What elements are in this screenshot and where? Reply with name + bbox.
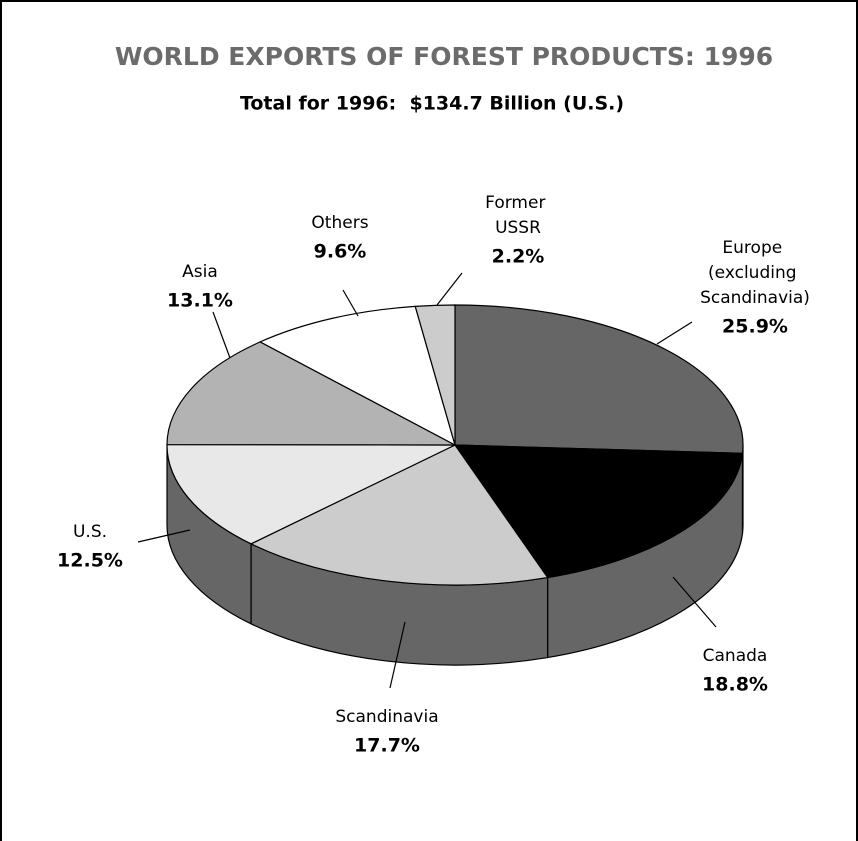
value-label: 12.5% (57, 550, 123, 572)
chart-title: WORLD EXPORTS OF FOREST PRODUCTS: 1996 (115, 42, 773, 71)
value-label: 2.2% (492, 246, 545, 268)
leader-line (436, 272, 463, 306)
slice-label: Former USSR (485, 193, 551, 238)
leader-line (212, 311, 231, 359)
slice-label: Europe (excluding Scandinavia) (700, 238, 810, 308)
slice (258, 305, 456, 447)
slice-label: Others (311, 213, 368, 233)
chart-subtitle: Total for 1996: $134.7 Billion (U.S.) (240, 93, 624, 115)
slice-label: Asia (182, 262, 218, 282)
slice (414, 304, 456, 446)
leader-line (342, 289, 359, 317)
slice (249, 444, 549, 586)
slice (166, 443, 456, 545)
pie-sides (166, 444, 744, 666)
value-label: 25.9% (722, 316, 788, 338)
value-label: 18.8% (702, 674, 768, 696)
labels: Europe (excluding Scandinavia) 25.9% Canad… (57, 193, 810, 757)
slice-label: U.S. (73, 522, 107, 542)
slice (453, 444, 744, 579)
slice (454, 304, 744, 454)
leader-line (137, 529, 191, 543)
leader-line (672, 576, 717, 628)
value-label: 13.1% (167, 290, 233, 312)
leader-line (656, 321, 693, 345)
value-label: 9.6% (314, 241, 367, 263)
slice-label: Scandinavia (335, 707, 438, 727)
value-label: 17.7% (354, 735, 420, 757)
slice (166, 341, 456, 446)
pie-tops (166, 304, 744, 586)
leader-line (389, 621, 406, 689)
slice-label: Canada (703, 646, 768, 666)
